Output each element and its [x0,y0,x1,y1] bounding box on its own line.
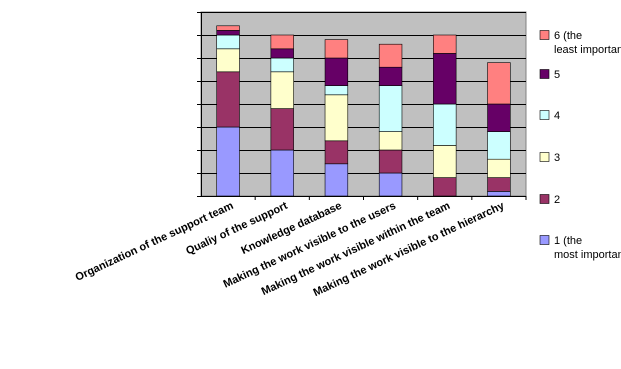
legend-swatch [539,110,550,120]
bar-4-series-1 [378,172,403,197]
bar-2-series-6 [270,34,294,50]
bar-5-series-3 [433,145,457,178]
bar-2-series-1 [270,149,294,197]
bar-3-series-1 [324,163,349,197]
legend-swatch [539,194,550,204]
bar-2-series-2 [270,108,294,151]
legend-swatch [539,69,550,79]
legend-label: 4 [554,110,560,122]
bar-3-series-5 [324,57,349,86]
bar-2-series-5 [270,48,294,59]
legend-swatch [539,152,550,162]
bar-2-series-3 [270,71,294,109]
bar-6-series-6 [487,62,511,105]
bar-4-series-6 [378,43,403,68]
legend-label: 2 [554,194,560,206]
bar-4-series-2 [378,149,403,174]
bar-6-series-3 [487,158,511,178]
legend-swatch [539,30,550,40]
bar-5-series-4 [433,103,457,146]
bar-2-series-4 [270,57,294,73]
bar-3-series-2 [324,140,349,165]
bar-3-series-6 [324,39,349,59]
bar-6-series-2 [487,177,511,192]
bar-3-series-3 [324,94,349,142]
bar-4-series-5 [378,66,403,86]
bar-6-series-4 [487,131,511,160]
legend-label: 5 [554,69,560,81]
bar-1-series-3 [216,48,240,73]
bar-5-series-5 [433,53,457,105]
bar-1-series-6 [216,25,240,31]
legend-label: 3 [554,152,560,164]
bar-6-series-1 [487,191,511,197]
bar-4-series-4 [378,85,403,132]
bar-1-series-1 [216,126,240,197]
bar-3-series-4 [324,85,349,96]
category-label: Qualiy of the support [184,200,290,258]
bar-1-series-5 [216,30,240,36]
legend-swatch [539,235,550,245]
bar-5-series-2 [433,177,457,197]
bar-4-series-3 [378,131,403,151]
bar-1-series-2 [216,71,240,128]
bar-5-series-6 [433,34,457,54]
bar-1-series-4 [216,34,240,50]
bar-6-series-5 [487,103,511,132]
